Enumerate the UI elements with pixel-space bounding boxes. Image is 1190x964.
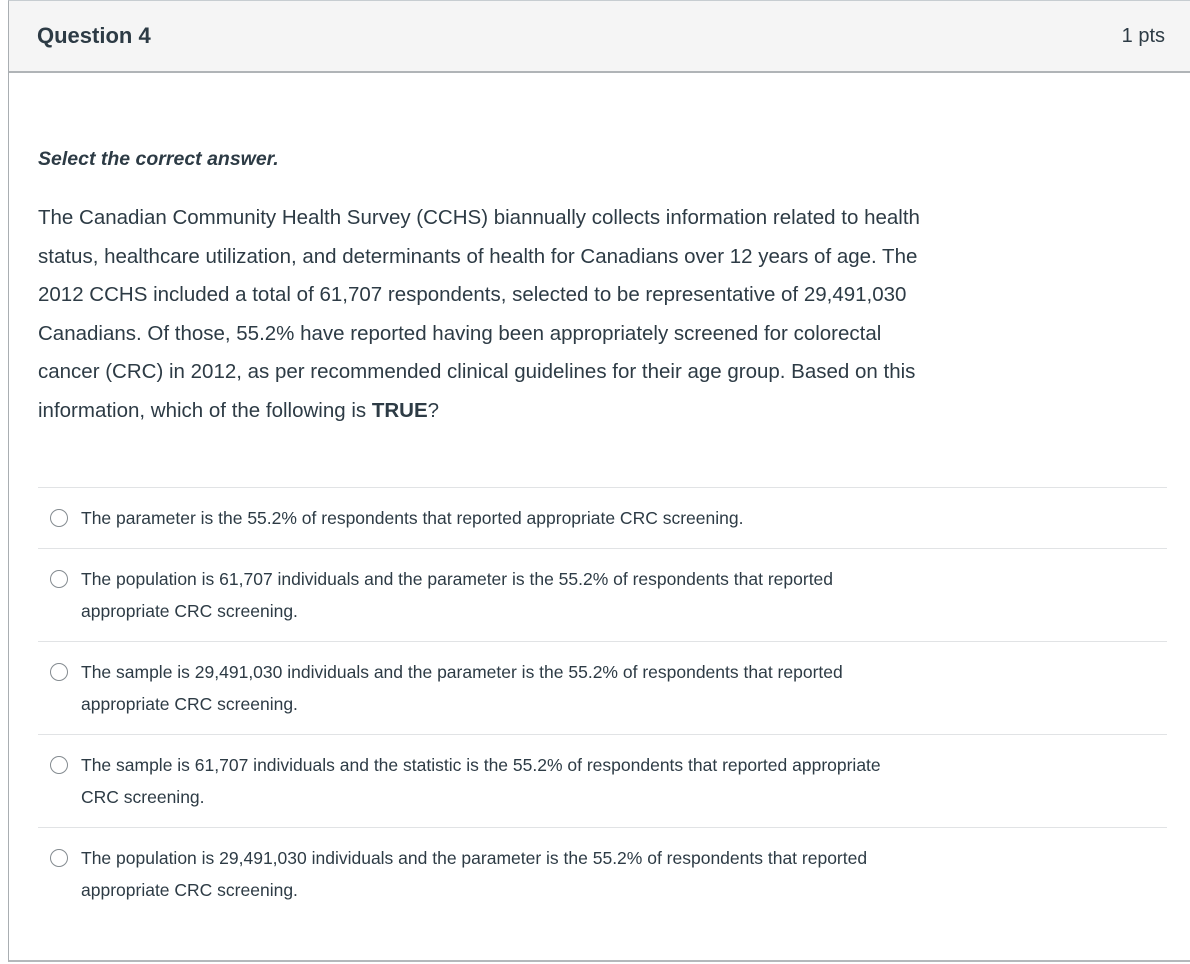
answer-label-2[interactable]: The population is 61,707 individuals and… [81,569,834,621]
radio-button-1[interactable] [50,509,68,527]
question-body: Select the correct answer. The Canadian … [9,73,1190,960]
question-points: 1 pts [1121,24,1165,47]
question-prompt: Select the correct answer. [38,148,279,170]
question-stem-text: The Canadian Community Health Survey (CC… [38,206,920,422]
answer-label-5[interactable]: The population is 29,491,030 individuals… [81,848,868,900]
answer-option-3: The sample is 29,491,030 individuals and… [38,641,1167,734]
answer-options-list: The parameter is the 55.2% of respondent… [38,487,1167,920]
answer-option-2: The population is 61,707 individuals and… [38,548,1167,641]
radio-button-3[interactable] [50,663,68,681]
question-stem-bold-word: TRUE [371,398,428,422]
answer-label-4[interactable]: The sample is 61,707 individuals and the… [81,755,881,807]
question-header: Question 4 1 pts [9,1,1190,73]
radio-button-5[interactable] [50,849,68,867]
answer-label-3[interactable]: The sample is 29,491,030 individuals and… [81,662,843,714]
answer-label-1[interactable]: The parameter is the 55.2% of respondent… [81,508,744,528]
answer-option-4: The sample is 61,707 individuals and the… [38,734,1167,827]
question-stem: The Canadian Community Health Survey (CC… [38,199,1158,430]
radio-button-2[interactable] [50,570,68,588]
radio-button-4[interactable] [50,756,68,774]
answer-option-1: The parameter is the 55.2% of respondent… [38,487,1167,548]
answer-option-5: The population is 29,491,030 individuals… [38,827,1167,920]
question-stem-punctuation: ? [427,398,440,422]
question-title: Question 4 [37,23,151,48]
question-card: Question 4 1 pts Select the correct answ… [8,0,1190,962]
